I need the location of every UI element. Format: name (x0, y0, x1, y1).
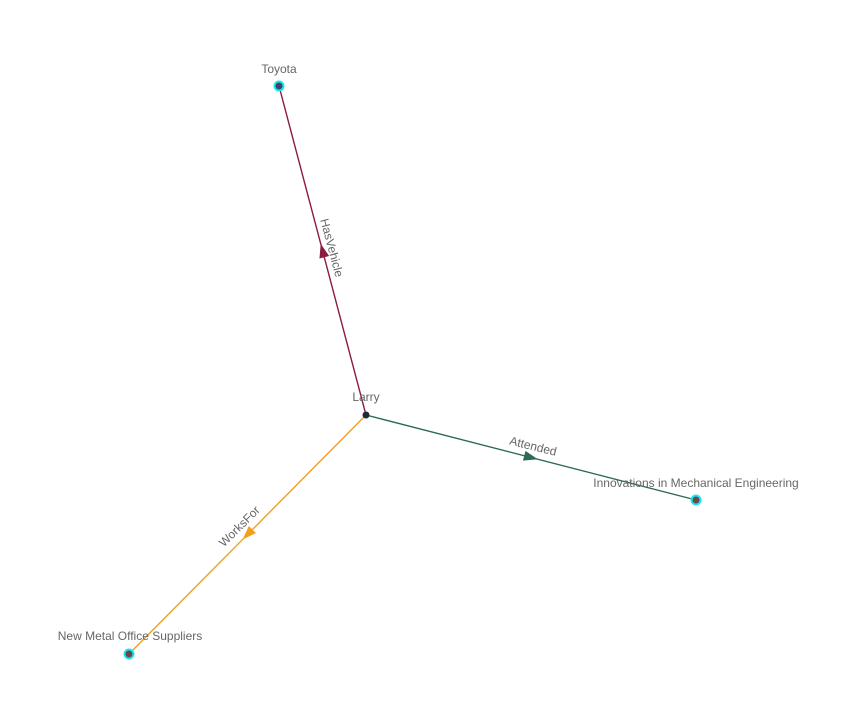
node-label: Larry (352, 390, 379, 404)
node-label: Innovations in Mechanical Engineering (593, 476, 798, 490)
node-dot (275, 82, 283, 90)
node-innovations[interactable]: Innovations in Mechanical Engineering (593, 476, 799, 506)
node-dot (125, 650, 133, 658)
edge-arrow-attended (522, 450, 538, 461)
node-toyota[interactable]: Toyota (261, 62, 297, 92)
node-label: Toyota (261, 62, 297, 76)
edge-arrow-hasvehicle (319, 243, 330, 259)
node-dot (692, 496, 700, 504)
node-dot (362, 411, 370, 419)
edge-arrow-worksfor (242, 526, 256, 540)
node-larry[interactable]: Larry (352, 390, 380, 419)
node-newmetal[interactable]: New Metal Office Suppliers (58, 629, 203, 660)
edge-label-attended: Attended (508, 434, 558, 459)
node-label: New Metal Office Suppliers (58, 629, 203, 643)
